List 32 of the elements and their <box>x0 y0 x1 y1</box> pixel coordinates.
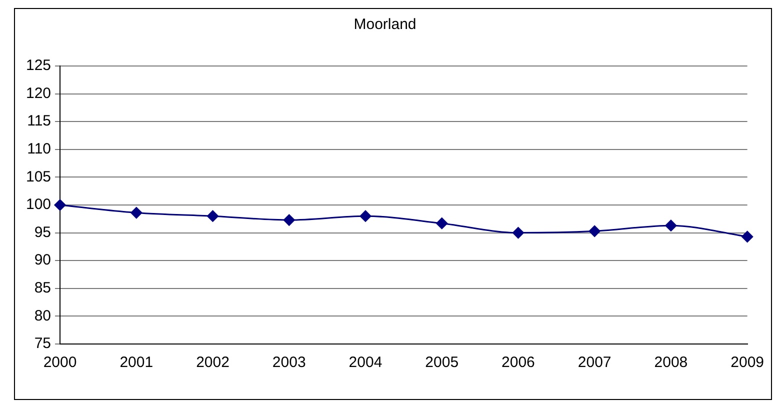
y-tick-label: 80 <box>34 307 52 324</box>
x-tick-label: 2001 <box>120 354 154 372</box>
x-tick-label: 2002 <box>196 354 230 372</box>
point <box>360 210 372 222</box>
point <box>207 210 219 222</box>
x-tick-label: 2000 <box>43 354 77 372</box>
chart-title: Moorland <box>354 16 416 34</box>
x-tick-label: 2009 <box>730 354 764 372</box>
point <box>665 220 677 232</box>
x-tick-label: 2003 <box>272 354 306 372</box>
point <box>512 227 524 239</box>
x-tick-label: 2005 <box>425 354 459 372</box>
point <box>54 199 66 211</box>
x-tick-label: 2004 <box>348 354 382 372</box>
y-tick-label: 95 <box>34 224 52 241</box>
y-tick-label: 120 <box>26 84 52 102</box>
y-tick-label: 90 <box>34 252 52 269</box>
y-tick-label: 85 <box>34 280 52 297</box>
y-tick-label: 75 <box>34 335 52 352</box>
point <box>283 214 295 226</box>
y-tick-label: 100 <box>26 196 52 214</box>
point <box>588 225 600 237</box>
x-tick-label: 2006 <box>502 354 535 372</box>
x-tick-label: 2008 <box>654 354 688 372</box>
y-tick-label: 125 <box>26 57 52 74</box>
y-tick-label: 115 <box>27 112 52 130</box>
y-tick-label: 110 <box>27 140 52 158</box>
point <box>130 207 142 219</box>
point <box>436 218 448 230</box>
point <box>742 230 754 242</box>
x-tick-label: 2007 <box>578 354 612 372</box>
y-tick-label: 105 <box>26 168 52 186</box>
